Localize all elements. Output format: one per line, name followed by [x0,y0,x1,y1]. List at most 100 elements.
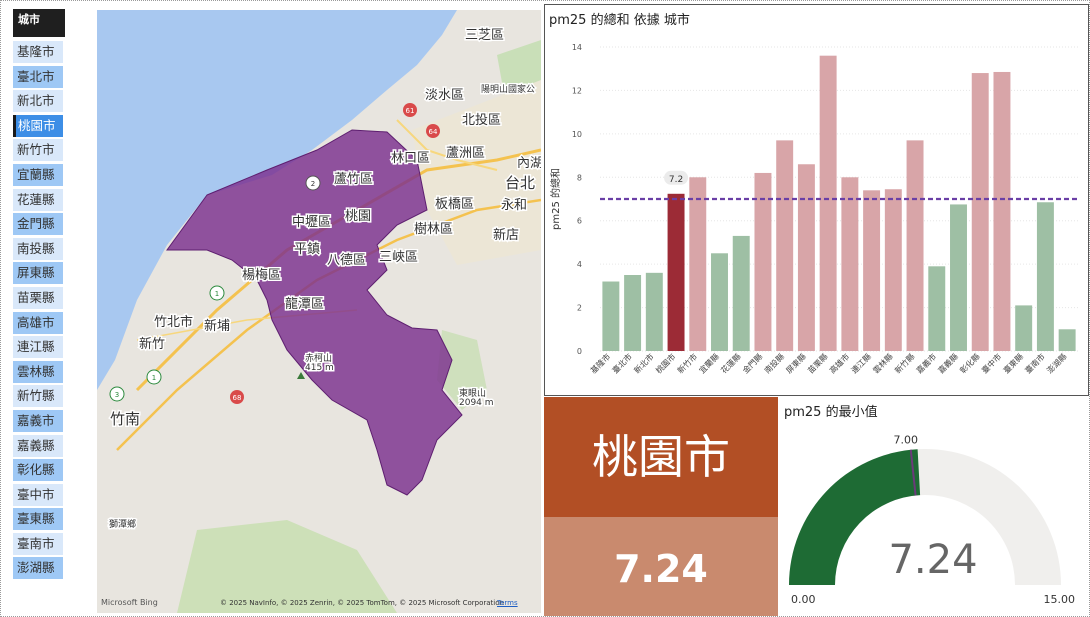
map-label: 中壢區 [292,215,331,230]
bar[interactable] [863,190,881,351]
slicer-item[interactable]: 南投縣 [13,237,63,260]
bar[interactable] [1036,202,1054,351]
slicer-item[interactable]: 臺南市 [13,532,63,555]
slicer-item[interactable]: 嘉義市 [13,409,63,432]
bar[interactable] [950,204,967,351]
highway-shield: 3 [109,386,125,402]
x-tick-label: 桃園市 [653,351,677,375]
map-label: 獅潭鄉 [109,518,136,530]
urban-area [412,80,541,265]
bar-chart-title: pm25 的總和 依據 城市 [549,13,690,28]
map-label: 三峽區 [379,250,418,265]
slicer-list: 基隆市 臺北市 新北市 桃園市 新竹市 宜蘭縣 花蓮縣 金門縣 南投縣 屏東縣 苗栗縣 高雄市 連江縣雲… [13,41,65,580]
bar[interactable] [971,73,989,352]
svg-text:3: 3 [115,391,119,399]
slicer-item[interactable]: 連江縣 [13,336,63,359]
bar[interactable] [624,275,642,351]
slicer-item[interactable]: 屏東縣 [13,262,63,285]
taoyuan-region[interactable] [166,129,463,496]
slicer-item[interactable]: 新竹縣 [13,385,63,408]
map-label: 八德區 [327,253,366,268]
x-tick-label: 嘉義縣 [936,351,960,375]
park-area [437,330,487,410]
y-tick-label: 0 [577,347,582,356]
map-label: 新竹 [139,336,165,352]
map-label: 蘆竹區 [334,172,373,187]
map-label: 林口區 [391,151,430,166]
slicer-item[interactable]: 宜蘭縣 [13,163,63,186]
gauge-max-label: 15.00 [1044,593,1076,606]
highway-shield: 68 [230,390,244,404]
map-copyright: © 2025 NavInfo, © 2025 Zenrin, © 2025 To… [220,599,504,607]
slicer-item[interactable]: 新北市 [13,90,63,113]
bar[interactable] [906,140,924,351]
map-label: 淡水區 [425,88,464,103]
slicer-item[interactable]: 雲林縣 [13,360,63,383]
bar-chart-visual[interactable]: pm25 的總和 依據 城市 0 2 4 6 8 10 12 14 pm25 的總和 基隆市 臺北市… [544,4,1089,396]
svg-text:68: 68 [233,394,242,402]
svg-text:64: 64 [429,128,438,136]
map-label: 龍潭區 [285,296,324,312]
bar[interactable] [667,193,685,351]
slicer-item[interactable]: 苗栗縣 [13,286,63,309]
bar[interactable] [1015,305,1033,351]
map-visual[interactable]: 61 64 2 1 3 68 1 三芝區 淡水區 陽明山國家公 北投區 內湖 台… [97,10,541,613]
slicer-item[interactable]: 基隆市 [13,41,63,63]
bar[interactable] [602,281,620,351]
bar[interactable] [711,253,728,351]
selected-city-card: 桃園市 [544,397,778,517]
bar[interactable] [797,164,815,351]
map-label: 陽明山國家公 [481,83,535,95]
map-label: 永和 [501,198,527,213]
slicer-item[interactable]: 新竹市 [13,139,63,162]
slicer-item[interactable]: 金門縣 [13,213,63,236]
slicer-header: 城市 [13,9,65,37]
bar[interactable] [841,177,859,351]
gauge-visual[interactable]: pm25 的最小值 0.00 15.00 7.00 7.24 [781,397,1089,615]
x-tick-label: 臺南市 [1023,351,1047,375]
x-tick-label: 新北市 [632,351,656,375]
slicer-item[interactable]: 澎湖縣 [13,557,63,580]
gauge-target-marker [909,449,917,496]
x-tick-label: 新竹縣 [892,351,916,375]
gauge-target-label: 7.00 [894,434,919,447]
bar[interactable] [732,235,750,351]
slicer-item[interactable]: 臺北市 [13,65,63,88]
slicer-item[interactable]: 臺中市 [13,483,63,506]
slicer-item[interactable]: 花蓮縣 [13,188,63,211]
slicer-item[interactable]: 彰化縣 [13,459,63,482]
slicer-item[interactable]: 高雄市 [13,311,63,334]
x-tick-label: 臺東縣 [1001,351,1025,375]
bar[interactable] [689,177,707,351]
x-tick-label: 臺中市 [979,351,1003,375]
bar[interactable] [993,71,1011,351]
sea-area [97,10,457,390]
terms-link[interactable]: Terms [497,599,518,607]
peak-icon [297,372,305,379]
svg-text:2: 2 [311,180,315,188]
map-canvas[interactable]: 61 64 2 1 3 68 1 三芝區 淡水區 陽明山國家公 北投區 內湖 台… [97,10,541,613]
bar[interactable] [776,140,794,351]
x-tick-label: 金門縣 [740,351,764,375]
bar[interactable] [928,266,946,351]
highway-shield: 61 [403,103,417,117]
map-label: 竹北市 [154,314,193,330]
data-label-bubble [664,170,689,185]
bar[interactable] [819,55,837,351]
x-tick-label: 南投縣 [762,351,786,375]
bar[interactable] [754,172,772,351]
map-label: 東眼山 [459,387,486,399]
x-tick-label: 屏東縣 [784,351,808,375]
bar[interactable] [645,272,663,351]
road [396,119,498,171]
map-label: 平鎮 [294,241,320,257]
bar-chart-plot[interactable]: 0 2 4 6 8 10 12 14 pm25 的總和基隆市臺北市新北市桃園市新竹市宜蘭縣花蓮縣… [545,5,1088,395]
bar[interactable] [884,189,902,351]
slicer-item[interactable]: 臺東縣 [13,508,63,531]
slicer-item[interactable]: 桃園市 [13,114,63,137]
slicer-item[interactable]: 嘉義縣 [13,434,63,457]
x-tick-label: 高雄市 [827,351,851,375]
bar[interactable] [1058,329,1076,351]
highway-shield: 1 [146,369,162,385]
y-tick-label: 6 [577,217,582,226]
